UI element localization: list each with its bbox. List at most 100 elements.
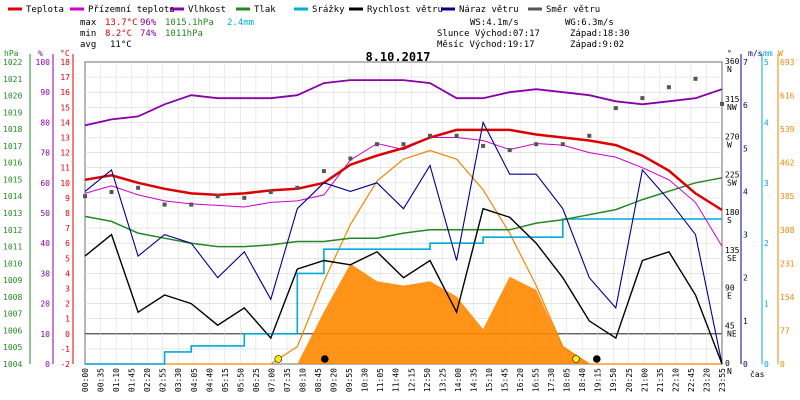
ms-axis-title: m/s bbox=[748, 49, 763, 58]
dir-tick-label: 0 bbox=[725, 359, 730, 368]
dir-tick-label: 315 bbox=[725, 95, 740, 104]
wind-direction-point bbox=[454, 133, 459, 138]
stat-sun-rise: Slunce Východ:07:17 bbox=[437, 29, 540, 39]
x-tick-label: 11:40 bbox=[392, 368, 401, 392]
dir-tick-label: 270 bbox=[725, 133, 740, 142]
hpa-tick-label: 1013 bbox=[3, 209, 22, 218]
x-tick-label: 07:35 bbox=[283, 368, 292, 392]
wind-direction-point bbox=[666, 85, 671, 90]
sun-marker bbox=[274, 355, 283, 363]
temp-tick-label: 6 bbox=[65, 239, 70, 248]
stat-max-label: max bbox=[80, 18, 97, 28]
temp-tick-label: 12 bbox=[60, 149, 70, 158]
x-tick-label: 01:45 bbox=[128, 368, 137, 392]
series-humidity bbox=[84, 79, 723, 127]
temp-tick-label: 16 bbox=[60, 88, 70, 97]
stat-sun-set: Západ:18:30 bbox=[570, 29, 630, 39]
wind-direction-point bbox=[534, 142, 539, 147]
x-tick-label: 23:55 bbox=[718, 368, 727, 392]
wind-direction-point bbox=[83, 194, 87, 199]
x-tick-label: 16:55 bbox=[532, 368, 541, 392]
pct-tick-label: 20 bbox=[40, 300, 50, 309]
x-tick-label: 17:30 bbox=[547, 368, 556, 392]
temp-tick-label: 14 bbox=[60, 118, 70, 127]
legend-label: Srážky bbox=[312, 5, 345, 15]
w-tick-label: 385 bbox=[780, 192, 795, 201]
temp-tick-label: 8 bbox=[65, 209, 70, 218]
stat-min-temp: 8.2°C bbox=[105, 29, 132, 39]
dir-tick-name: SW bbox=[727, 178, 737, 187]
hpa-tick-label: 1007 bbox=[3, 310, 22, 319]
x-tick-label: 02:55 bbox=[159, 368, 168, 392]
solar-area bbox=[85, 263, 722, 364]
dir-tick-label: 180 bbox=[725, 208, 740, 217]
pct-tick-label: 10 bbox=[40, 330, 50, 339]
wind-direction-point bbox=[720, 101, 724, 106]
chart-title: 8.10.2017 bbox=[365, 50, 430, 64]
temp-tick-label: 4 bbox=[65, 269, 70, 278]
hpa-tick-label: 1014 bbox=[3, 192, 22, 201]
pct-tick-label: 70 bbox=[40, 149, 50, 158]
stat-max-rain: 2.4mm bbox=[227, 18, 254, 28]
ms-tick-label: 0 bbox=[743, 360, 748, 369]
temp-tick-label: 15 bbox=[60, 103, 70, 112]
dir-tick-name: NW bbox=[727, 103, 737, 112]
mm-tick-label: 0 bbox=[764, 360, 769, 369]
hpa-tick-label: 1018 bbox=[3, 125, 22, 134]
hpa-tick-label: 1010 bbox=[3, 259, 22, 268]
hpa-tick-label: 1017 bbox=[3, 142, 22, 151]
hpa-tick-label: 1005 bbox=[3, 343, 22, 352]
stat-avg-label: avg bbox=[80, 40, 96, 50]
theoretical-solar-line bbox=[85, 149, 722, 365]
hpa-tick-label: 1015 bbox=[3, 175, 22, 184]
x-tick-label: 00:35 bbox=[97, 368, 106, 392]
legend-label: Směr větru bbox=[546, 5, 600, 15]
wind-direction-point bbox=[428, 133, 432, 138]
ms-tick-label: 3 bbox=[743, 231, 748, 240]
x-tick-label: 09:55 bbox=[345, 368, 354, 392]
x-tick-label: 14:00 bbox=[454, 368, 463, 392]
x-tick-label: 12:50 bbox=[423, 368, 432, 392]
legend-label: Rychlost větru bbox=[367, 5, 443, 15]
temp-tick-label: 0 bbox=[65, 330, 70, 339]
stat-moon-rise: Měsíc Východ:19:17 bbox=[437, 40, 535, 50]
x-tick-label: 01:10 bbox=[112, 368, 121, 392]
wind-direction-point bbox=[587, 133, 592, 138]
stat-max-hum: 96% bbox=[140, 18, 157, 28]
wind-direction-point bbox=[401, 142, 406, 147]
stat-moon-set: Západ:9:02 bbox=[570, 40, 624, 50]
stat-min-press: 1011hPa bbox=[165, 29, 203, 39]
wind-direction-point bbox=[613, 106, 618, 111]
x-tick-label: 15:45 bbox=[500, 368, 509, 392]
dir-tick-name: N bbox=[727, 367, 732, 376]
pct-tick-label: 30 bbox=[40, 269, 50, 278]
wind-direction-point bbox=[295, 185, 300, 190]
wind-direction-point bbox=[242, 195, 247, 200]
x-tick-label: 18:05 bbox=[563, 368, 572, 392]
ms-tick-label: 5 bbox=[743, 144, 748, 153]
temp-axis-title: °C bbox=[60, 49, 70, 58]
hpa-tick-label: 1020 bbox=[3, 92, 22, 101]
x-tick-label: 19:50 bbox=[609, 368, 618, 392]
hpa-tick-label: 1019 bbox=[3, 108, 22, 117]
dir-tick-name: S bbox=[727, 216, 732, 225]
wind-direction-point bbox=[560, 142, 565, 147]
x-axis-title: čas bbox=[750, 369, 765, 379]
legend-label: Tlak bbox=[254, 5, 276, 15]
temp-tick-label: 5 bbox=[65, 254, 70, 263]
mm-tick-label: 3 bbox=[764, 179, 769, 188]
x-tick-label: 14:35 bbox=[469, 368, 478, 392]
hpa-tick-label: 1008 bbox=[3, 293, 22, 302]
stat-min-label: min bbox=[80, 29, 96, 39]
x-tick-label: 00:00 bbox=[81, 368, 90, 392]
wind-direction-point bbox=[693, 76, 698, 81]
wind-direction-point bbox=[507, 148, 512, 153]
temp-tick-label: 10 bbox=[60, 179, 70, 188]
pct-axis-title: % bbox=[38, 49, 43, 58]
hpa-tick-label: 1022 bbox=[3, 58, 22, 67]
pct-tick-label: 50 bbox=[40, 209, 50, 218]
temp-tick-label: -2 bbox=[60, 360, 70, 369]
dir-tick-label: 225 bbox=[725, 170, 740, 179]
series-wind-gust bbox=[84, 120, 723, 365]
